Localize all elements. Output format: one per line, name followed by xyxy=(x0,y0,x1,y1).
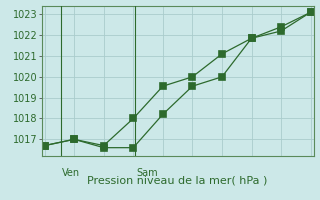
Text: Ven: Ven xyxy=(62,168,80,178)
X-axis label: Pression niveau de la mer( hPa ): Pression niveau de la mer( hPa ) xyxy=(87,175,268,185)
Text: Sam: Sam xyxy=(136,168,158,178)
